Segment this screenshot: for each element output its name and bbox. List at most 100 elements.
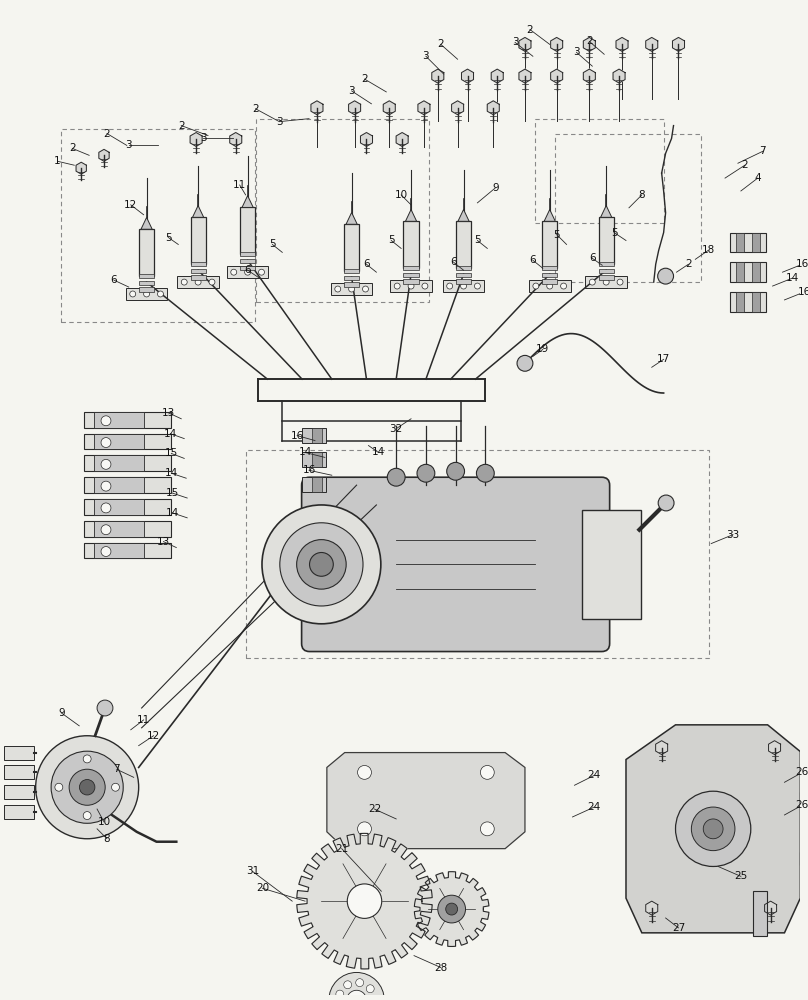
Text: 5: 5 [269,239,276,249]
Polygon shape [383,101,395,115]
Polygon shape [491,69,503,83]
Text: 6: 6 [589,253,595,263]
Bar [191,262,206,266]
Text: 2: 2 [252,104,259,114]
Polygon shape [646,901,658,915]
Circle shape [347,990,367,1000]
Text: 16: 16 [302,465,316,475]
Bar [240,266,255,270]
Text: 2: 2 [527,25,533,35]
Circle shape [329,972,385,1000]
Bar [61,129,255,322]
Text: 17: 17 [657,354,671,364]
Text: 2: 2 [69,143,76,153]
Text: 6: 6 [450,257,457,267]
Bar [443,280,484,292]
Circle shape [358,822,372,836]
Circle shape [703,819,723,839]
Bar [751,262,760,282]
Circle shape [561,283,566,289]
Circle shape [481,765,494,779]
Text: 16: 16 [796,259,808,269]
Circle shape [101,525,111,535]
Text: 7: 7 [760,146,766,156]
Bar [344,224,360,271]
Circle shape [474,283,481,289]
Polygon shape [327,753,525,849]
Bar [736,262,744,282]
Text: 8: 8 [103,834,110,844]
Circle shape [422,283,428,289]
Circle shape [446,903,457,915]
Circle shape [363,286,368,292]
Text: 2: 2 [685,259,692,269]
Text: 14: 14 [164,429,177,439]
Text: 7: 7 [114,764,120,774]
Circle shape [231,269,237,275]
Circle shape [158,291,163,297]
Circle shape [181,279,187,285]
Text: 14: 14 [298,447,312,457]
Text: 11: 11 [137,715,150,725]
Text: 6: 6 [529,255,537,265]
Polygon shape [519,69,531,83]
Text: 11: 11 [233,180,246,190]
Bar [246,450,709,658]
Polygon shape [764,901,776,915]
Polygon shape [583,37,595,51]
Bar [403,266,419,270]
Polygon shape [461,69,473,83]
Polygon shape [192,206,204,217]
Circle shape [195,279,201,285]
Text: 8: 8 [638,190,645,200]
Circle shape [245,269,250,275]
Polygon shape [458,210,469,221]
Polygon shape [768,741,781,755]
Bar [312,452,322,467]
Text: 3: 3 [125,140,132,150]
Bar [94,477,144,493]
Polygon shape [550,69,562,83]
Text: 5: 5 [553,230,560,240]
Circle shape [347,884,381,918]
Circle shape [79,780,95,795]
Bar [84,434,171,449]
Circle shape [55,783,63,791]
Bar [582,510,642,619]
Text: 16: 16 [797,287,808,297]
Bar [94,412,144,428]
Bar [139,287,154,292]
Bar [456,221,471,268]
Bar [736,233,744,252]
Bar [240,259,255,263]
Text: 27: 27 [672,923,685,933]
Text: 3: 3 [423,51,429,61]
Text: 15: 15 [165,448,178,458]
Text: 2: 2 [586,36,592,46]
Text: 14: 14 [785,273,799,283]
Circle shape [101,547,111,556]
FancyBboxPatch shape [301,477,610,652]
Polygon shape [297,833,432,969]
Polygon shape [452,101,464,115]
Text: 26: 26 [796,767,808,777]
Bar [139,274,154,278]
Text: 16: 16 [291,431,304,441]
Bar [542,273,558,277]
Circle shape [262,505,381,624]
Text: 6: 6 [111,275,117,285]
Circle shape [309,552,333,576]
Circle shape [417,464,435,482]
Circle shape [144,291,149,297]
Bar [456,266,471,270]
Polygon shape [396,133,408,146]
Bar [730,262,766,282]
Polygon shape [360,133,372,146]
Bar [191,275,206,280]
Text: 33: 33 [726,530,739,540]
Text: 6: 6 [244,265,251,275]
Text: 24: 24 [587,770,601,780]
Bar [403,221,419,268]
Polygon shape [242,196,253,207]
Bar [4,805,34,819]
